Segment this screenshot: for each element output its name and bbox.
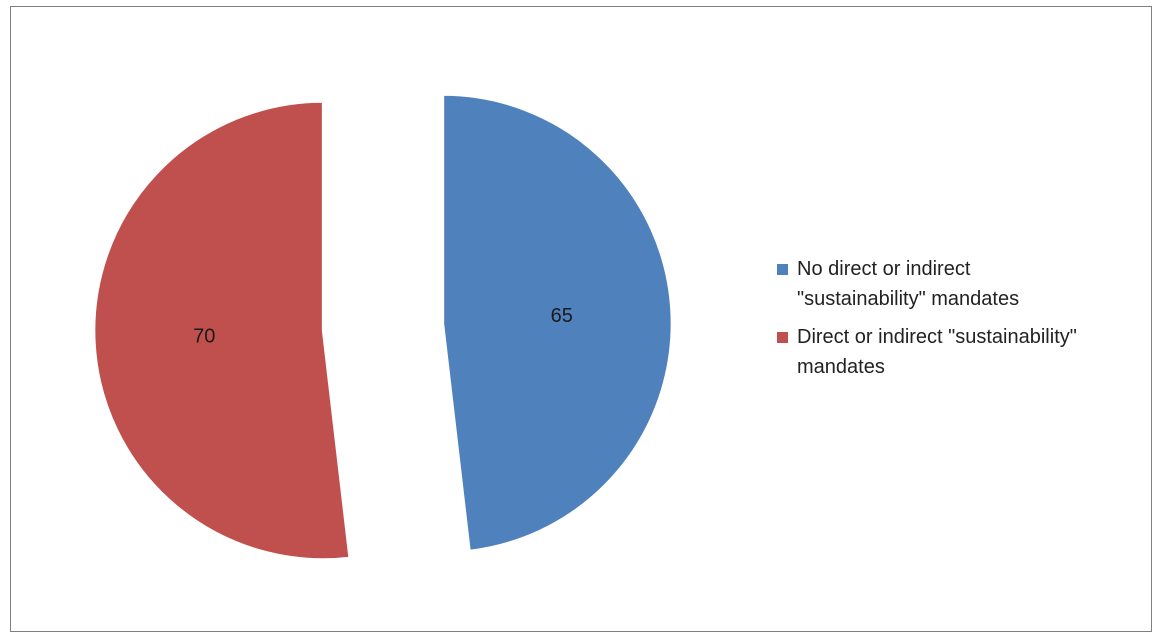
pie-slice-no-mandates [441,93,674,553]
data-label-mandates: 70 [193,326,215,348]
chart-legend: No direct or indirect "sustainability" m… [773,254,1103,390]
legend-label-mandates: Direct or indirect "sustainability" mand… [797,326,1077,378]
legend-item-no-mandates: No direct or indirect "sustainability" m… [773,254,1103,314]
legend-swatch-mandates [777,332,788,343]
legend-swatch-no-mandates [777,264,788,275]
legend-label-no-mandates: No direct or indirect "sustainability" m… [797,258,1020,310]
pie-slice-mandates [92,100,352,561]
data-label-no-mandates: 65 [551,305,573,327]
legend-item-mandates: Direct or indirect "sustainability" mand… [773,322,1103,382]
